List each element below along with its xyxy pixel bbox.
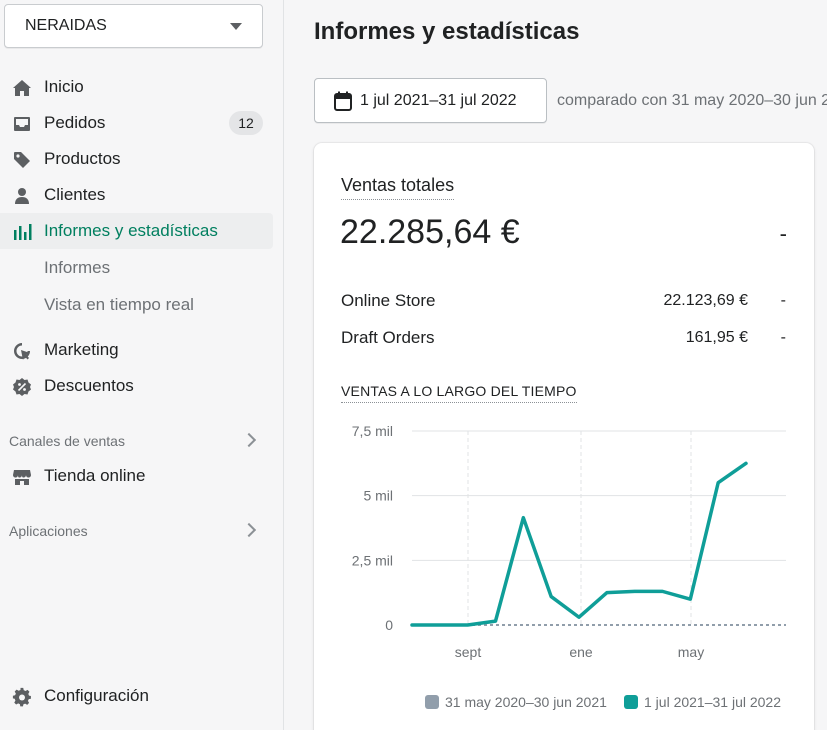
y-tick-label: 5 mil (363, 488, 393, 504)
nav-item-configuracion[interactable]: Configuración (0, 678, 273, 714)
nav-label: Tienda online (44, 466, 146, 485)
apps-title: Aplicaciones (9, 523, 88, 539)
channel-value: 161,95 € (685, 329, 748, 346)
legend-item-previous[interactable]: 31 may 2020–30 jun 2021 (425, 694, 607, 710)
person-icon (12, 186, 32, 206)
nav-item-descuentos[interactable]: Descuentos (0, 368, 273, 404)
channel-delta: - (780, 292, 786, 309)
card-title[interactable]: Ventas totales (341, 175, 455, 200)
channel-label: Online Store (341, 291, 436, 310)
caret-down-icon (230, 23, 242, 30)
y-tick-label: 7,5 mil (352, 423, 393, 439)
nav-item-pedidos[interactable]: Pedidos 12 (0, 105, 273, 141)
x-tick-label: sept (455, 644, 482, 660)
date-range-label: 1 jul 2021–31 jul 2022 (360, 92, 517, 109)
total-sales-value: 22.285,64 € (340, 213, 520, 251)
nav-item-productos[interactable]: Productos (0, 141, 273, 177)
store-icon (12, 467, 32, 487)
comparison-text: comparado con 31 may 2020–30 jun 2021 (557, 92, 827, 109)
x-tick-label: may (678, 644, 704, 660)
nav-label: Inicio (44, 77, 84, 96)
store-name: NERAIDAS (25, 17, 107, 34)
nav-item-informes-estadisticas[interactable]: Informes y estadísticas (0, 213, 273, 249)
total-sales-delta: - (779, 221, 787, 246)
sidebar: NERAIDAS Inicio Pedidos 12 Productos Cli… (0, 0, 284, 730)
chevron-right-icon[interactable] (241, 522, 257, 538)
date-range-button[interactable]: 1 jul 2021–31 jul 2022 (314, 78, 547, 123)
nav-item-inicio[interactable]: Inicio (0, 69, 273, 105)
x-tick-label: ene (569, 644, 593, 660)
nav-label: Informes y estadísticas (44, 221, 218, 240)
analytics-icon (12, 222, 32, 242)
nav-item-tienda-online[interactable]: Tienda online (0, 458, 273, 494)
legend-label: 31 may 2020–30 jun 2021 (445, 694, 607, 710)
subnav-item-informes[interactable]: Informes (44, 258, 111, 277)
legend-swatch (425, 695, 439, 709)
total-sales-card: Ventas totales 22.285,64 € - Online Stor… (314, 143, 814, 730)
marketing-icon (12, 341, 32, 361)
legend-label: 1 jul 2021–31 jul 2022 (644, 694, 782, 710)
store-selector[interactable]: NERAIDAS (4, 4, 263, 48)
chevron-right-icon[interactable] (241, 432, 257, 448)
y-tick-label: 0 (385, 617, 393, 633)
home-icon (12, 78, 32, 98)
gear-icon (12, 687, 32, 707)
nav-label: Pedidos (44, 113, 106, 132)
tag-icon (12, 150, 32, 170)
discount-icon (12, 377, 32, 397)
nav-item-clientes[interactable]: Clientes (0, 177, 273, 213)
nav-item-marketing[interactable]: Marketing (0, 332, 273, 368)
channel-delta: - (780, 329, 786, 346)
nav-label: Descuentos (44, 376, 134, 395)
chart-title[interactable]: VENTAS A LO LARGO DEL TIEMPO (341, 383, 577, 403)
sales-over-time-chart: 7,5 mil 5 mil 2,5 mil 0 sept ene may (352, 423, 786, 660)
subnav-item-tiempo-real[interactable]: Vista en tiempo real (44, 295, 194, 314)
nav-label: Configuración (44, 686, 149, 705)
legend-swatch (624, 695, 638, 709)
page-title: Informes y estadísticas (314, 18, 580, 45)
channel-label: Draft Orders (341, 328, 435, 347)
nav-label: Marketing (44, 340, 119, 359)
orders-count-badge: 12 (229, 111, 263, 135)
orders-icon (12, 114, 32, 134)
nav-label: Clientes (44, 185, 106, 204)
series-line-current (410, 461, 748, 627)
legend-item-current[interactable]: 1 jul 2021–31 jul 2022 (624, 694, 781, 710)
sales-channels-title: Canales de ventas (9, 433, 125, 449)
y-tick-label: 2,5 mil (352, 552, 393, 568)
channel-value: 22.123,69 € (663, 292, 748, 309)
nav-label: Productos (44, 149, 121, 168)
calendar-icon (334, 91, 352, 116)
